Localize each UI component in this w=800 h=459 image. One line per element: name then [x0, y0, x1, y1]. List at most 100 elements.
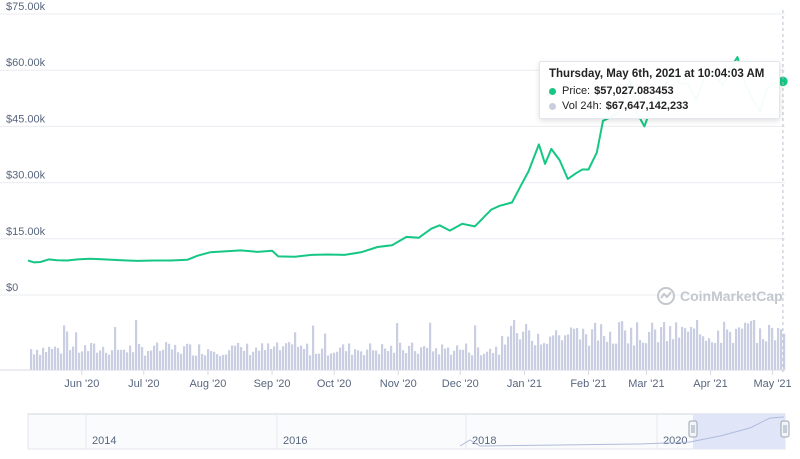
volume-bar [324, 333, 327, 370]
volume-bar [228, 350, 231, 370]
price-point [67, 260, 68, 261]
price-point [226, 251, 227, 252]
volume-bar [435, 348, 438, 370]
volume-bar [447, 347, 450, 370]
volume-bar [606, 341, 609, 370]
volume-bar [273, 346, 276, 370]
volume-bar [639, 340, 642, 370]
volume-bar [543, 343, 546, 370]
volume-bar [678, 337, 681, 370]
volume-bar [597, 340, 600, 370]
volume-bar [132, 352, 135, 370]
volume-bar [276, 342, 279, 370]
volume-bar [291, 344, 294, 370]
navigator-handle[interactable] [688, 420, 698, 438]
volume-bar [528, 330, 531, 370]
price-point [170, 260, 171, 261]
volume-bar [594, 322, 597, 370]
volume-bar [681, 326, 684, 370]
x-tick-label: Sep '20 [254, 378, 291, 390]
volume-bar [54, 346, 57, 370]
volume-bar [183, 346, 186, 370]
range-navigator[interactable]: 2014 2016 2018 2020 [27, 413, 790, 450]
volume-bar [426, 347, 429, 370]
volume-bar [765, 341, 768, 370]
volume-bar [534, 345, 537, 370]
volume-bar [501, 336, 504, 370]
volume-bar [369, 343, 372, 370]
volume-bar [738, 327, 741, 370]
volume-bar [30, 349, 33, 370]
volume-bar [84, 345, 87, 370]
volume-bar [468, 352, 471, 370]
navigator-tick-label: 2016 [283, 435, 307, 447]
price-point [499, 205, 500, 206]
volume-bar [780, 329, 783, 370]
volume-bar [645, 343, 648, 370]
volume-bar [654, 329, 657, 370]
volume-bar [87, 351, 90, 370]
volume-bar [318, 353, 321, 370]
volume-bar [759, 328, 762, 370]
price-point [431, 228, 432, 229]
volume-bars [0, 320, 786, 371]
price-point [34, 262, 35, 263]
volume-bar [441, 344, 444, 370]
volume-bar [123, 349, 126, 370]
y-tick-label: $30.00k [6, 170, 46, 182]
volume-bar [432, 351, 435, 370]
volume-bar [282, 346, 285, 370]
volume-bar [636, 322, 639, 370]
volume-bar [279, 350, 282, 370]
navigator-handle[interactable] [780, 420, 790, 438]
volume-bar [141, 347, 144, 370]
volume-bar [174, 344, 177, 370]
volume-bar [366, 349, 369, 370]
volume-bar [732, 342, 735, 370]
volume-bar [723, 321, 726, 370]
watermark-text: CoinMarketCap [680, 288, 783, 304]
volume-bar [699, 334, 702, 370]
volume-bar [345, 351, 348, 370]
price-point [559, 160, 560, 161]
volume-bar [249, 355, 252, 370]
price-point [439, 225, 440, 226]
volume-bar [303, 348, 306, 370]
volume-bar [627, 343, 630, 370]
volume-bar [168, 343, 171, 370]
price-point [391, 245, 392, 246]
volume-bar [624, 330, 627, 370]
volume-bar [180, 353, 183, 370]
volume-bar [333, 352, 336, 370]
volume-bar [258, 350, 261, 370]
volume-bar [687, 331, 690, 370]
volume-bar [708, 338, 711, 370]
navigator-series [459, 416, 785, 447]
x-tick-label: Jun '20 [64, 378, 99, 390]
volume-bar [312, 325, 315, 370]
volume-bar [348, 343, 351, 370]
tooltip-volume-value: $67,647,142,233 [605, 100, 689, 112]
volume-bar [177, 352, 180, 370]
volume-bar [399, 342, 402, 370]
volume-bar [519, 339, 522, 370]
volume-bar [702, 336, 705, 370]
volume-bar [402, 350, 405, 370]
volume-bar [69, 350, 72, 370]
volume-bar [684, 328, 687, 370]
tooltip-price-row: Price: $57,027.083453 [549, 84, 770, 99]
price-point [474, 226, 475, 227]
volume-bar [621, 321, 624, 370]
price-point [120, 260, 121, 261]
price-point [257, 251, 258, 252]
x-tick-label: Oct '20 [317, 378, 352, 390]
price-point [77, 259, 78, 260]
volume-bar [615, 343, 618, 370]
x-tick-label: Mar '21 [628, 378, 664, 390]
volume-bar [693, 328, 696, 370]
volume-bar [381, 344, 384, 370]
navigator-tick-label: 2014 [92, 435, 116, 447]
price-point [240, 250, 241, 251]
